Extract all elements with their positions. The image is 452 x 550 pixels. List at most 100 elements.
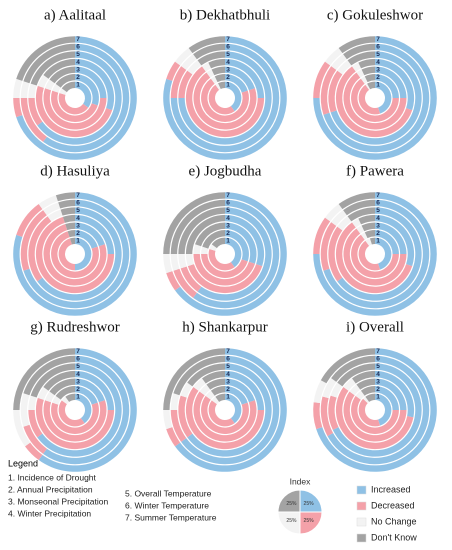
ring-label: 2 [226, 230, 230, 237]
legend-item: 1. Incidence of Drought [8, 472, 97, 482]
ring-segment [358, 240, 381, 271]
ring-segment [193, 391, 257, 442]
ring-segment [356, 225, 365, 234]
ring-label: 4 [376, 59, 380, 66]
ring-segment [375, 393, 392, 426]
pie-title: Index [290, 476, 312, 486]
ring-segment [49, 66, 75, 84]
ring-segment [25, 442, 43, 460]
ring-segment [225, 393, 242, 424]
ring-label: 7 [76, 192, 80, 199]
ring-label: 7 [226, 348, 230, 355]
ring-segment [202, 62, 212, 72]
ring-segment [23, 43, 75, 84]
ring-segment [49, 378, 75, 396]
ring-segment [58, 92, 89, 115]
ring-segment [205, 390, 215, 400]
ring-label: 1 [76, 394, 80, 401]
ring-label: 6 [226, 200, 230, 207]
ring-segment [208, 248, 235, 271]
ring-segment [193, 199, 280, 309]
ring-segment [38, 348, 137, 472]
ring-segment [225, 237, 242, 268]
ring-segment [163, 410, 173, 430]
ring-segment [61, 396, 70, 405]
ring-segment [30, 51, 76, 86]
ring-segment [338, 36, 375, 54]
ring-segment [170, 393, 180, 410]
ring-segment [13, 78, 23, 98]
ring-segment [352, 370, 375, 384]
ring-segment [199, 384, 211, 396]
legend-item: 6. Winter Temperature [125, 500, 209, 510]
ring-segment [75, 378, 105, 403]
ring-segment [170, 66, 187, 98]
ring-segment [375, 214, 415, 267]
ring-segment [313, 402, 323, 430]
ring-segment [175, 48, 193, 66]
ring-segment [210, 76, 218, 84]
ring-segment [225, 214, 265, 267]
ring-segment [337, 363, 375, 387]
ring-segment [69, 237, 75, 245]
ring-label: 4 [376, 215, 380, 222]
ring-segment [331, 54, 347, 70]
legend-swatch [356, 517, 367, 527]
ring-segment [170, 410, 187, 442]
ring-segment [225, 230, 249, 262]
ring-segment [211, 237, 225, 249]
ring-segment [225, 378, 255, 403]
ring-segment [364, 74, 375, 83]
ring-segment [352, 62, 362, 72]
ring-segment [197, 51, 225, 66]
ring-segment [75, 370, 115, 410]
ring-segment [352, 218, 362, 228]
ring-segment [375, 230, 399, 254]
ring-segment [60, 207, 75, 216]
ring-segment [43, 355, 130, 465]
ring-segment [208, 58, 225, 69]
ring-segment [45, 391, 55, 403]
ring-label: 4 [76, 215, 80, 222]
ring-label: 7 [226, 192, 230, 199]
ring-label: 3 [76, 66, 80, 73]
ring-segment [166, 61, 181, 81]
ring-segment [43, 202, 61, 216]
ring-label: 6 [226, 356, 230, 363]
ring-segment [163, 348, 225, 410]
ring-label: 1 [76, 238, 80, 245]
ring-label: 6 [376, 356, 380, 363]
ring-label: 4 [226, 59, 230, 66]
ring-segment [51, 90, 98, 122]
ring-segment [13, 348, 75, 410]
ring-label: 1 [226, 394, 230, 401]
ring-segment [206, 69, 215, 78]
ring-segment [163, 192, 225, 254]
ring-segment [225, 58, 265, 98]
ring-segment [202, 370, 225, 384]
ring-segment [170, 199, 225, 254]
ring-segment [187, 264, 263, 294]
ring-label: 2 [76, 230, 80, 237]
ring-segment [375, 370, 415, 418]
ring-segment [367, 81, 375, 90]
ring-segment [225, 222, 257, 264]
ring-segment [23, 355, 75, 396]
ring-segment [185, 387, 265, 450]
ring-segment [59, 88, 67, 95]
ring-segment [188, 36, 225, 54]
ring-label: 6 [376, 44, 380, 51]
ring-segment [166, 427, 181, 447]
ring-segment [208, 84, 235, 115]
ring-segment [375, 66, 407, 98]
ring-segment [61, 81, 75, 93]
ring-segment [363, 396, 370, 404]
ring-label: 3 [76, 222, 80, 229]
ring-segment [13, 410, 31, 447]
ring-segment [343, 43, 375, 60]
ring-label: 5 [376, 207, 380, 214]
ring-segment [178, 70, 193, 98]
ring-label: 7 [376, 192, 380, 199]
ring-segment [75, 386, 98, 405]
